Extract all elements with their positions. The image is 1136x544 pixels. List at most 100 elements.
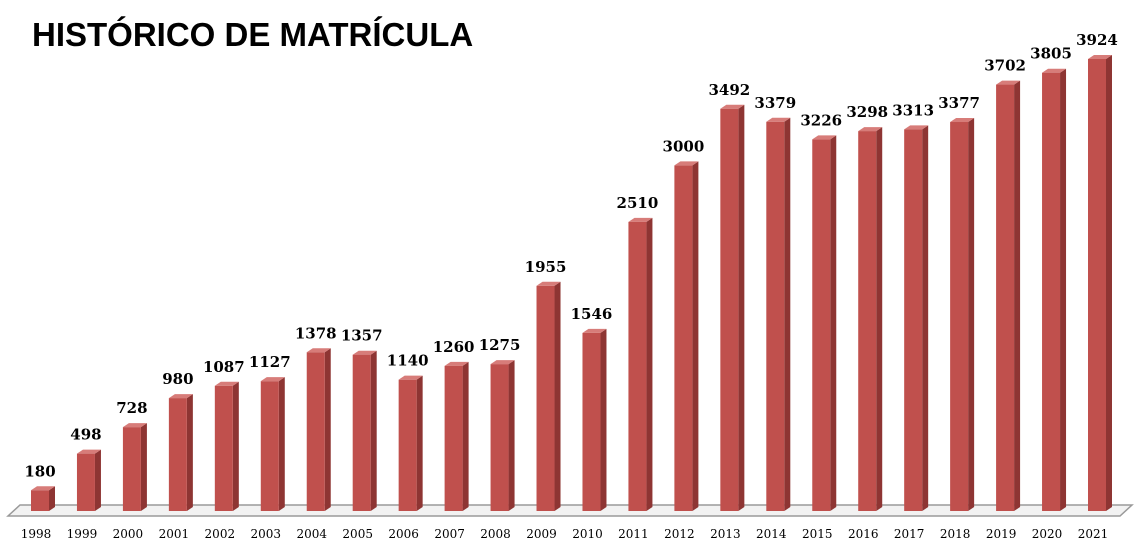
- x-tick-label: 2016: [848, 527, 879, 541]
- value-label: 1357: [341, 327, 383, 345]
- bar: [76, 453, 95, 511]
- bar: [720, 108, 739, 511]
- value-label: 3379: [754, 94, 796, 112]
- x-tick-label: 1998: [21, 527, 52, 541]
- bar-top: [260, 377, 285, 382]
- bar-top: [582, 328, 607, 333]
- bar-side: [646, 217, 653, 512]
- x-tick-label: 2009: [526, 527, 557, 541]
- bar-side: [462, 361, 469, 511]
- value-label: 1087: [203, 358, 245, 376]
- bar: [214, 385, 233, 511]
- bar: [628, 221, 647, 512]
- value-label: 3702: [984, 57, 1026, 75]
- bar-side: [784, 117, 791, 512]
- bar-side: [370, 350, 377, 511]
- x-tick-label: 2021: [1078, 527, 1109, 541]
- bar-side: [232, 381, 239, 511]
- bar-top: [490, 360, 515, 365]
- value-label: 3377: [938, 94, 980, 112]
- value-label: 1127: [249, 353, 291, 371]
- bar-top: [168, 394, 193, 399]
- x-tick-label: 2001: [159, 527, 190, 541]
- bar: [306, 352, 325, 511]
- bar-side: [1014, 80, 1021, 511]
- bar-side: [554, 281, 561, 511]
- bar-side: [1060, 68, 1067, 511]
- bar-side: [830, 135, 837, 512]
- bar-top: [444, 361, 469, 366]
- bar-side: [876, 127, 883, 511]
- bar: [490, 364, 509, 511]
- bar-side: [968, 118, 975, 512]
- bar-side: [1106, 55, 1112, 511]
- x-tick-label: 2007: [434, 527, 465, 541]
- x-tick-label: 2017: [894, 527, 925, 541]
- bar: [536, 285, 555, 511]
- bar: [398, 379, 417, 511]
- value-label: 1378: [295, 324, 337, 342]
- x-tick-label: 2002: [205, 527, 236, 541]
- bar-top: [628, 217, 653, 222]
- bar: [858, 131, 877, 512]
- bar-side: [278, 377, 285, 511]
- bar-side: [186, 394, 193, 511]
- value-label: 498: [70, 426, 101, 444]
- bar-side: [324, 348, 331, 511]
- x-tick-label: 2003: [251, 527, 282, 541]
- value-label: 1260: [433, 338, 475, 356]
- bar-side: [738, 104, 745, 511]
- bar: [352, 354, 371, 511]
- x-tick-label: 2008: [480, 527, 511, 541]
- x-tick-label: 1999: [67, 527, 98, 541]
- bar-side: [508, 360, 515, 511]
- bar-top: [398, 375, 423, 380]
- bar-top: [536, 281, 561, 286]
- x-tick-label: 2010: [572, 527, 603, 541]
- bar: [1042, 72, 1061, 511]
- value-label: 1275: [479, 336, 521, 354]
- x-tick-label: 2005: [342, 527, 373, 541]
- x-tick-label: 2012: [664, 527, 695, 541]
- bar-side: [94, 449, 101, 511]
- bar: [950, 122, 969, 512]
- value-label: 3492: [708, 81, 750, 99]
- x-tick-label: 2000: [113, 527, 144, 541]
- bar-top: [1088, 55, 1112, 59]
- x-tick-label: 2020: [1032, 527, 1063, 541]
- bar: [904, 129, 923, 511]
- bar-top: [76, 449, 101, 454]
- value-label: 3226: [800, 111, 842, 129]
- bar-top: [674, 161, 699, 166]
- bar-top: [766, 117, 791, 122]
- x-tick-label: 2011: [618, 527, 649, 541]
- bar: [168, 398, 187, 511]
- bar-side: [49, 486, 55, 511]
- bar-top: [950, 118, 975, 123]
- value-label: 2510: [617, 194, 659, 212]
- value-label: 1546: [571, 305, 613, 323]
- bar: [766, 121, 785, 512]
- x-tick-label: 2015: [802, 527, 833, 541]
- x-tick-label: 2004: [296, 527, 327, 541]
- bar: [674, 165, 693, 511]
- x-tick-label: 2006: [388, 527, 419, 541]
- bar: [31, 490, 49, 511]
- x-tick-label: 2014: [756, 527, 787, 541]
- bar-side: [922, 125, 929, 512]
- value-label: 3805: [1030, 45, 1072, 63]
- bar-side: [692, 161, 699, 511]
- bar: [260, 381, 279, 511]
- bar-top: [720, 104, 745, 109]
- bar-side: [140, 423, 147, 511]
- bar-top: [352, 350, 377, 355]
- x-tick-label: 2018: [940, 527, 971, 541]
- bar: [812, 139, 831, 512]
- bar-side: [600, 328, 607, 511]
- value-label: 3924: [1076, 31, 1118, 49]
- floor: [6, 504, 1134, 517]
- bar-top: [1042, 68, 1067, 73]
- bar-top: [812, 135, 837, 140]
- bar: [444, 365, 463, 511]
